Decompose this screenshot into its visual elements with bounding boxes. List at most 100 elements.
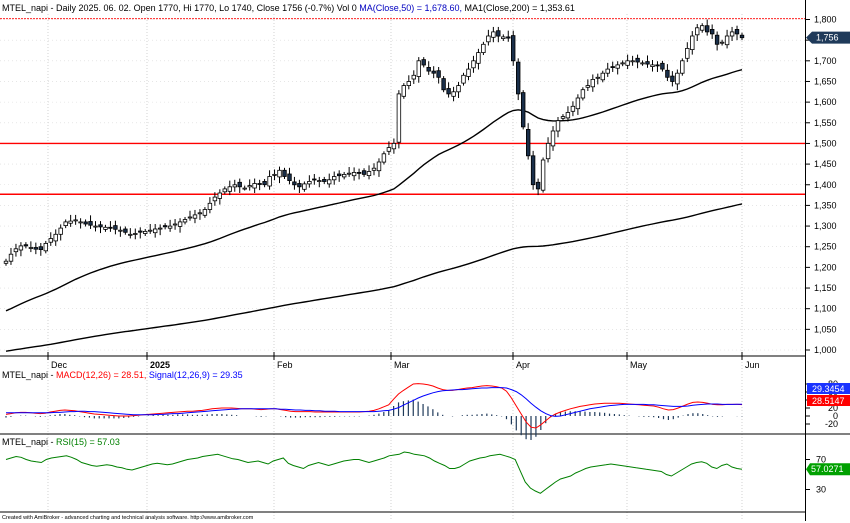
candle-body (322, 178, 327, 182)
macd-histogram (5, 399, 743, 440)
candle-body (252, 183, 257, 189)
candle-body (356, 171, 362, 174)
macd-title-macd: MACD(12,26) = 28.51, (56, 370, 149, 380)
macd-title-signal: Signal(12,26,9) = 29.35 (149, 370, 243, 380)
horizontal-level-lines (0, 18, 805, 195)
candle-body (262, 180, 267, 186)
candle-body (366, 171, 372, 176)
candle-body (13, 248, 19, 253)
rsi-value-label: 57.0271 (811, 464, 844, 474)
candle-body (451, 91, 456, 97)
candle-body (307, 180, 312, 185)
signal-line (6, 387, 743, 417)
last-price-label: 1,756 (816, 33, 839, 43)
candle-body (8, 253, 14, 262)
x-tick-label: Mar (394, 360, 410, 370)
candle-body (650, 64, 655, 68)
y-tick-label: 1,450 (814, 159, 837, 169)
candle-body (560, 116, 566, 119)
candle-body (237, 181, 242, 188)
price-title-symbol: MTEL_napi (2, 3, 48, 13)
candle-body (595, 76, 600, 79)
candle-body (297, 183, 302, 188)
y-tick-label: 1,700 (814, 56, 837, 66)
candle-body (585, 85, 590, 88)
candle-body (655, 64, 660, 67)
candle-body (486, 35, 491, 43)
candle-body (580, 89, 586, 99)
candle-body (326, 179, 332, 185)
y-tick-label: 1,050 (814, 324, 837, 334)
x-tick-label: Apr (516, 360, 530, 370)
candle-body (640, 62, 645, 65)
candle-body (705, 25, 710, 33)
candle-body (98, 224, 103, 228)
candle-body (471, 60, 476, 69)
candle-body (550, 130, 556, 147)
candle-body (734, 28, 740, 35)
candle-body (78, 221, 83, 224)
candle-body (620, 62, 625, 65)
candle-body (729, 31, 735, 37)
rsi-title-symbol: MTEL_napi (2, 437, 48, 447)
candle-body (381, 153, 387, 163)
signal-value-label: 29.3454 (812, 384, 845, 394)
candle-body (521, 92, 526, 128)
candle-body (48, 238, 53, 243)
candle-body (491, 31, 496, 38)
candlesticks (3, 19, 745, 266)
candle-body (685, 48, 690, 59)
candle-body (113, 225, 118, 230)
candle-body (700, 25, 705, 31)
candle-body (172, 223, 178, 226)
candle-body (431, 70, 436, 74)
candle-body (690, 35, 695, 51)
candle-body (93, 225, 98, 228)
macd-value-badge-bg (807, 395, 850, 406)
candle-body (625, 60, 630, 66)
candle-body (466, 68, 471, 77)
vertical-grid (47, 14, 743, 521)
candle-body (570, 105, 576, 112)
candle-body (535, 181, 541, 190)
candle-body (724, 35, 730, 46)
candle-body (118, 229, 123, 232)
candle-body (247, 185, 252, 188)
candle-body (331, 176, 337, 181)
candle-body (267, 176, 272, 187)
candle-body (83, 221, 88, 225)
candle-body (177, 221, 183, 227)
y-tick-label: 1,350 (814, 200, 837, 210)
candle-body (58, 227, 63, 235)
candle-body (555, 120, 561, 132)
macd-panel: 806040200-20 MTEL_napi - MACD(12,26) = 2… (0, 370, 850, 440)
price-title-ma50: MA(Close,50) = 1,678.60, (359, 3, 464, 13)
candle-body (361, 170, 367, 175)
candle-body (162, 225, 168, 228)
candle-body (680, 60, 685, 74)
rsi-series-line (5, 451, 743, 494)
candle-body (3, 260, 9, 264)
candle-body (456, 85, 461, 93)
candle-body (605, 68, 610, 74)
macd-y-tick-label: 0 (833, 411, 838, 421)
candle-body (610, 66, 615, 68)
candle-body (272, 173, 277, 176)
candle-body (312, 178, 317, 181)
y-tick-label: 1,250 (814, 242, 837, 252)
last-price-badge: 1,756 (806, 31, 850, 44)
candle-body (277, 169, 282, 178)
candle-body (142, 230, 148, 234)
x-tick-label: Jun (745, 360, 760, 370)
rsi-line (5, 451, 743, 494)
x-axis: Dec 2025 Feb Mar Apr May Jun (47, 352, 760, 370)
candle-body (719, 41, 725, 44)
candle-body (43, 242, 48, 252)
signal-value-badge: 29.3454 (807, 383, 850, 394)
macd-value-badge: 28.5147 (807, 395, 850, 406)
candle-body (446, 88, 451, 95)
x-tick-label: Feb (277, 360, 293, 370)
price-title-info: - Daily 2025. 06. 02. Open 1770, Hi 1770… (48, 3, 359, 13)
